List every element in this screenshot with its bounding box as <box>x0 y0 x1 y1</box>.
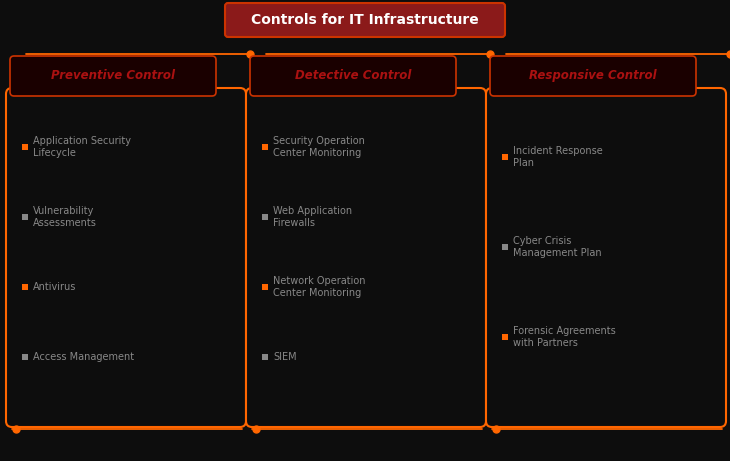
Text: Antivirus: Antivirus <box>33 282 77 292</box>
FancyBboxPatch shape <box>250 56 456 96</box>
Text: Web Application
Firewalls: Web Application Firewalls <box>273 206 352 228</box>
FancyBboxPatch shape <box>22 144 28 150</box>
Text: SIEM: SIEM <box>273 352 296 362</box>
FancyBboxPatch shape <box>262 284 268 290</box>
FancyBboxPatch shape <box>262 214 268 220</box>
Text: Access Management: Access Management <box>33 352 134 362</box>
FancyBboxPatch shape <box>262 144 268 150</box>
FancyBboxPatch shape <box>246 88 486 427</box>
Text: Incident Response
Plan: Incident Response Plan <box>513 146 603 168</box>
Text: Vulnerability
Assessments: Vulnerability Assessments <box>33 206 97 228</box>
FancyBboxPatch shape <box>253 86 447 98</box>
Text: Preventive Control: Preventive Control <box>51 70 175 83</box>
Text: Cyber Crisis
Management Plan: Cyber Crisis Management Plan <box>513 236 602 258</box>
FancyBboxPatch shape <box>225 3 505 37</box>
FancyBboxPatch shape <box>22 354 28 360</box>
FancyBboxPatch shape <box>13 86 207 98</box>
FancyBboxPatch shape <box>22 284 28 290</box>
FancyBboxPatch shape <box>6 88 246 427</box>
Text: Responsive Control: Responsive Control <box>529 70 657 83</box>
Text: Security Operation
Center Monitoring: Security Operation Center Monitoring <box>273 136 365 158</box>
FancyBboxPatch shape <box>10 56 216 96</box>
Text: Controls for IT Infrastructure: Controls for IT Infrastructure <box>251 13 479 27</box>
FancyBboxPatch shape <box>22 214 28 220</box>
FancyBboxPatch shape <box>490 56 696 96</box>
FancyBboxPatch shape <box>502 154 508 160</box>
FancyBboxPatch shape <box>502 244 508 250</box>
FancyBboxPatch shape <box>486 88 726 427</box>
Text: Detective Control: Detective Control <box>295 70 411 83</box>
FancyBboxPatch shape <box>502 334 508 340</box>
Text: Network Operation
Center Monitoring: Network Operation Center Monitoring <box>273 276 366 298</box>
Text: Application Security
Lifecycle: Application Security Lifecycle <box>33 136 131 158</box>
FancyBboxPatch shape <box>493 86 687 98</box>
FancyBboxPatch shape <box>262 354 268 360</box>
Text: Forensic Agreements
with Partners: Forensic Agreements with Partners <box>513 326 615 348</box>
